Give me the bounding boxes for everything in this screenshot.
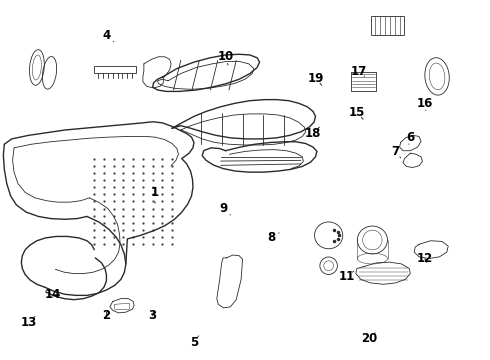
- Text: 13: 13: [21, 316, 37, 329]
- Text: 3: 3: [148, 309, 157, 322]
- Text: 11: 11: [339, 270, 355, 283]
- Text: 20: 20: [361, 333, 377, 346]
- Text: 19: 19: [307, 72, 324, 85]
- Text: 9: 9: [219, 202, 230, 215]
- Text: 1: 1: [151, 186, 159, 203]
- Text: 7: 7: [392, 145, 401, 158]
- Bar: [351, 72, 376, 91]
- Text: 15: 15: [349, 105, 365, 119]
- Text: 2: 2: [102, 309, 110, 322]
- Bar: [371, 16, 404, 35]
- Text: 17: 17: [351, 64, 368, 77]
- Text: 12: 12: [417, 252, 433, 265]
- Text: 6: 6: [406, 131, 415, 144]
- Text: 16: 16: [416, 97, 433, 111]
- Text: 4: 4: [102, 29, 114, 42]
- Text: 18: 18: [305, 127, 321, 140]
- Bar: [94, 66, 136, 73]
- Text: 10: 10: [218, 50, 234, 65]
- Text: 5: 5: [190, 336, 198, 349]
- Text: 8: 8: [268, 231, 279, 244]
- Text: 14: 14: [45, 288, 61, 301]
